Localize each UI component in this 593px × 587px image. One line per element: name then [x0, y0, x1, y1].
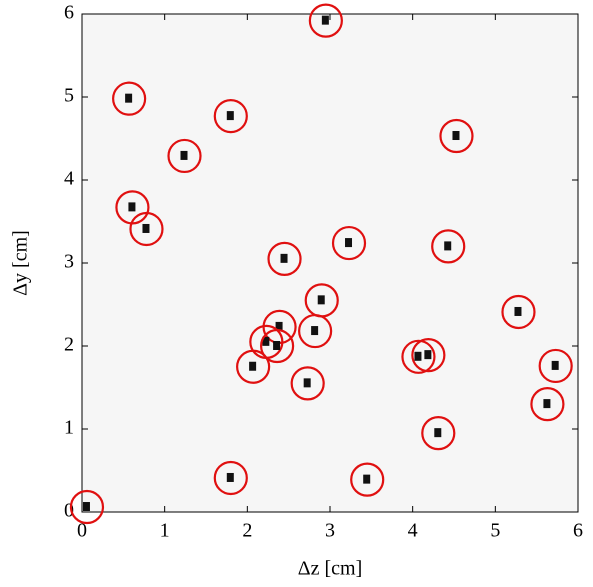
particle [280, 253, 288, 263]
particle [303, 378, 311, 388]
particle [363, 474, 371, 484]
x-tick-label: 4 [408, 520, 418, 542]
particle [551, 360, 559, 370]
particle-marker [421, 416, 456, 451]
particle-marker [350, 462, 385, 497]
particle [452, 131, 460, 141]
particle-marker [538, 348, 573, 384]
plot-area [82, 14, 578, 512]
particle [345, 238, 353, 248]
particle-marker [530, 387, 565, 422]
particle-marker [167, 138, 202, 174]
x-tick-label: 5 [490, 520, 500, 542]
particle-marker [431, 229, 466, 264]
particle-marker [213, 98, 248, 134]
y-tick-label: 3 [64, 251, 74, 273]
particle [273, 341, 281, 350]
particle [321, 15, 329, 25]
x-tick-label: 2 [242, 520, 252, 542]
particle-marker [308, 3, 343, 38]
particle-marker [411, 338, 446, 373]
particle [142, 223, 150, 233]
particle [543, 399, 551, 409]
particle-marker [69, 489, 105, 525]
y-axis-label: Δy [cm] [10, 230, 32, 296]
particle [262, 336, 270, 346]
particle [317, 295, 325, 305]
particle-marker [112, 81, 147, 116]
particle-marker [213, 460, 248, 496]
particle-marker [236, 349, 271, 384]
particle [226, 472, 234, 482]
particle-marker [298, 313, 333, 349]
x-tick-label: 3 [325, 520, 335, 542]
y-tick-label: 5 [64, 85, 74, 107]
particle-marker [501, 294, 536, 330]
particle [514, 306, 522, 316]
particle-marker [129, 211, 164, 247]
particle [226, 111, 234, 121]
particle-marker [331, 225, 367, 261]
particle-marker [401, 339, 436, 374]
particle [444, 241, 452, 251]
y-tick-label: 1 [64, 417, 74, 439]
particle [311, 326, 319, 336]
y-tick-label: 0 [64, 500, 74, 522]
particle [414, 351, 422, 361]
x-axis-label: Δz [cm] [298, 558, 363, 580]
y-tick-label: 6 [64, 2, 74, 24]
particle-marker [439, 118, 474, 154]
x-tick-label: 6 [573, 520, 583, 542]
particle [424, 350, 432, 360]
particle [82, 502, 90, 512]
particle [249, 361, 257, 371]
x-tick-label: 1 [160, 520, 170, 542]
particle [180, 150, 188, 160]
particle [128, 202, 136, 212]
particle-marker [267, 241, 302, 276]
particle-marker [259, 328, 295, 364]
particle [434, 428, 442, 438]
particle-marker [290, 366, 325, 401]
y-tick-label: 2 [64, 334, 74, 356]
x-tick-label: 0 [77, 520, 87, 542]
y-tick-label: 4 [64, 168, 74, 190]
particle [125, 93, 133, 103]
particle [275, 321, 283, 331]
